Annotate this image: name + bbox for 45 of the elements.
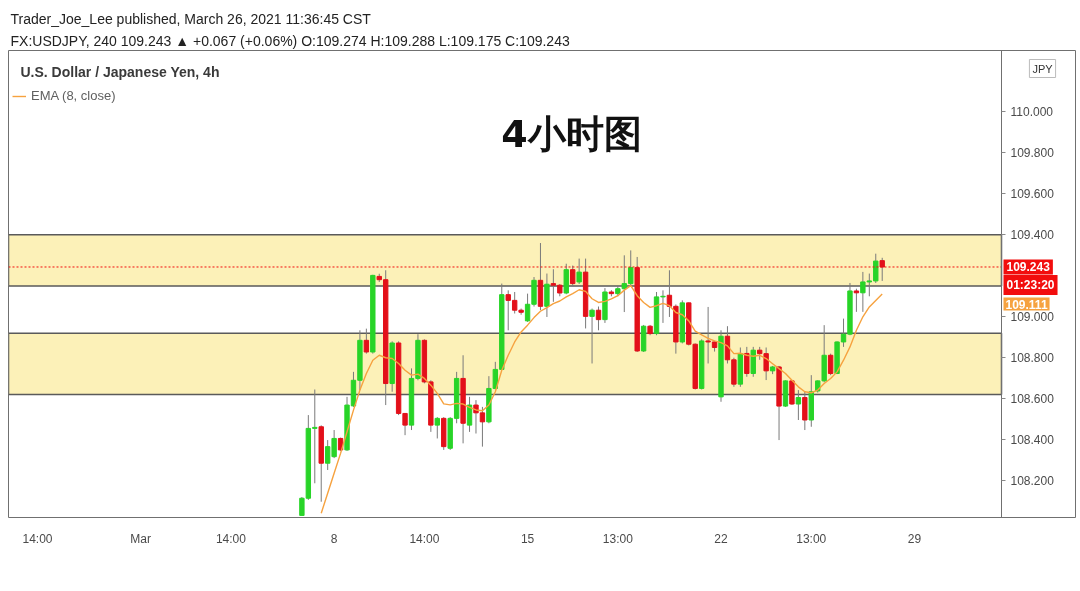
text: 4小时图 <box>501 111 642 156</box>
candlestick <box>544 273 550 318</box>
ref-line-label: 109.243 <box>1006 260 1051 275</box>
x-tick-label: 14:00 <box>215 531 247 546</box>
candlestick <box>563 263 569 295</box>
candlestick <box>750 346 756 378</box>
candlestick <box>802 391 808 431</box>
x-tick-label: 29 <box>907 531 922 546</box>
x-tick-label: 14:00 <box>22 531 53 546</box>
y-tick-label: 108.400 <box>1010 433 1055 448</box>
candlestick <box>795 389 802 421</box>
candlestick <box>789 379 795 406</box>
candlestick <box>363 328 370 355</box>
candlestick <box>466 396 473 433</box>
y-tick-label: 108.200 <box>1010 474 1055 489</box>
candlestick <box>879 257 885 282</box>
y-axis-title: JPY <box>1032 62 1054 75</box>
candlestick <box>744 346 750 378</box>
text: 109.111 <box>1005 297 1048 312</box>
x-tick-label: 14:00 <box>409 531 440 546</box>
y-tick-label: 109.000 <box>1010 310 1055 325</box>
text: Trader_Joe_Lee published, March 26, 2021 11:36:45 CST <box>10 10 372 27</box>
candlestick <box>589 308 595 364</box>
legend-label: EMA (8, close) <box>31 88 116 103</box>
candlestick <box>595 306 602 331</box>
y-tick-label: 109.800 <box>1010 146 1055 161</box>
candlestick <box>570 265 576 287</box>
text: FX:USDJPY, 240 109.243 ▲ +0.067 (+0.06%) O:109.274 H:109.288 L:109.175 C:109.243 <box>10 32 570 49</box>
x-tick-label: Mar <box>130 531 152 546</box>
y-tick-label: 108.600 <box>1010 392 1055 407</box>
y-tick-label: 108.800 <box>1010 351 1055 366</box>
candlestick <box>853 288 860 313</box>
text: U.S. Dollar / Japanese Yen, 4h <box>20 63 220 80</box>
y-tick-label: 110.000 <box>1010 105 1054 120</box>
y-tick-label: 109.600 <box>1010 187 1055 202</box>
candlestick <box>576 258 582 285</box>
y-tick-label: 109.400 <box>1010 228 1055 243</box>
candlestick <box>827 353 834 376</box>
candlestick <box>434 416 440 439</box>
x-tick-label: 13:00 <box>796 531 827 546</box>
x-tick-label: 22 <box>714 531 729 546</box>
x-tick-label: 15 <box>520 531 535 546</box>
text: 01:23:20 <box>1006 278 1055 292</box>
x-tick-label: 8 <box>330 531 338 546</box>
x-tick-label: 13:00 <box>602 531 634 546</box>
